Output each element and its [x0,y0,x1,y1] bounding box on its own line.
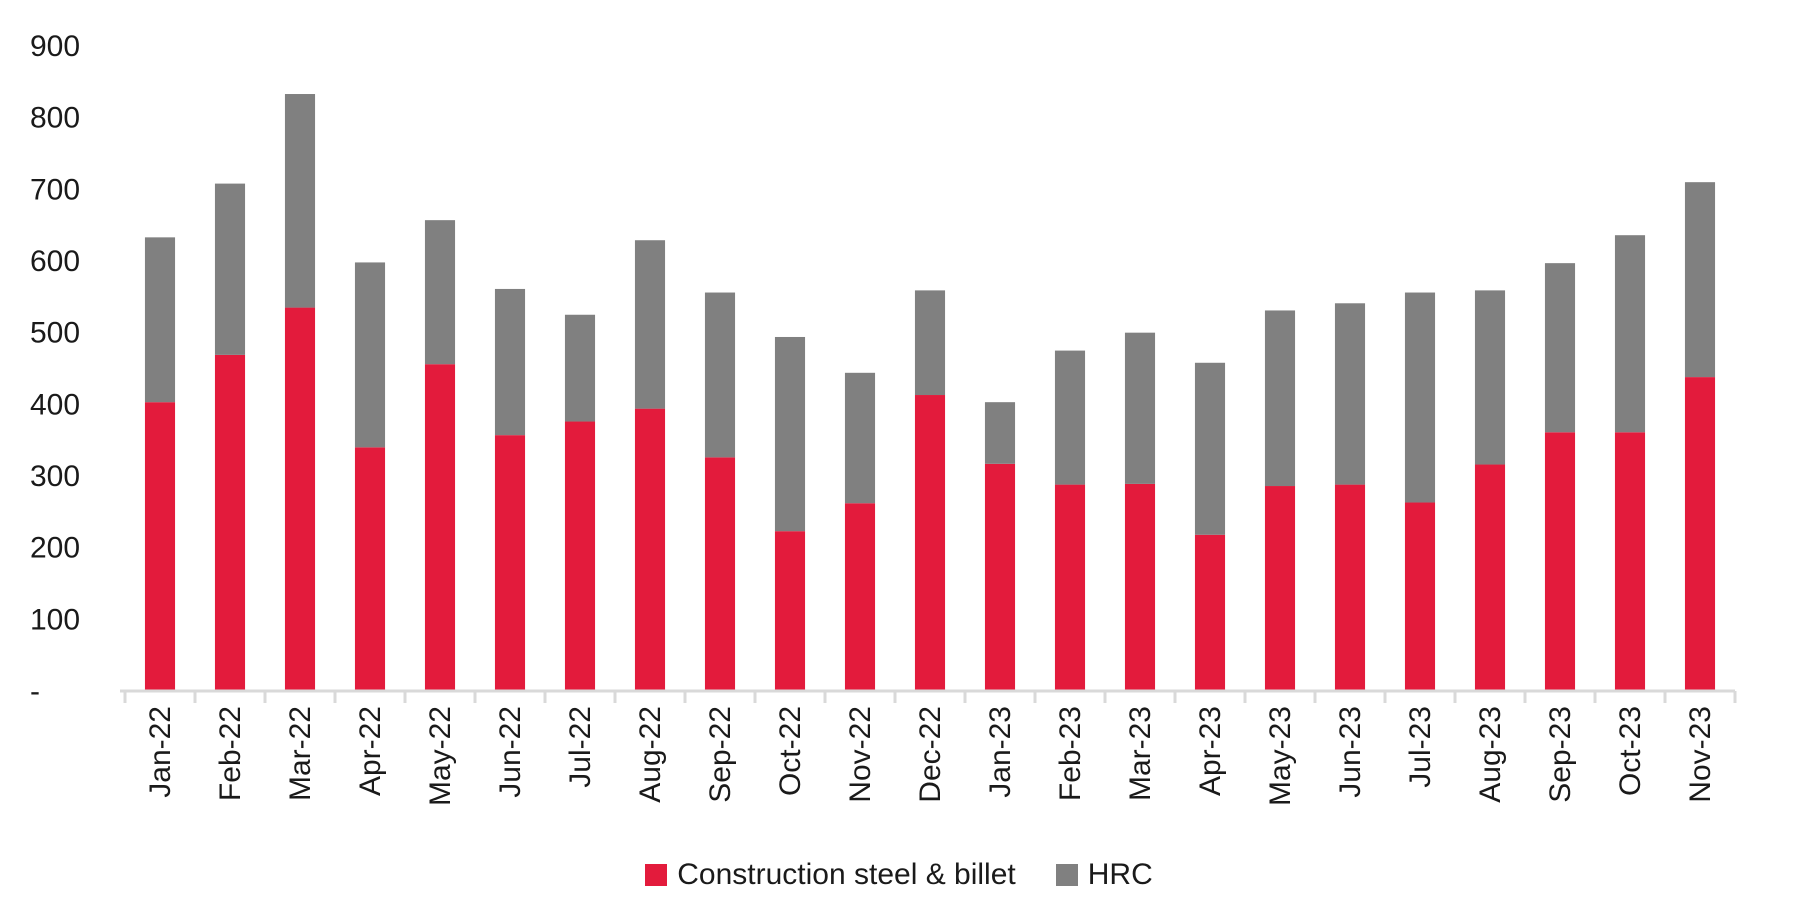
legend-label-hrc: HRC [1087,858,1153,891]
bar-hrc-may-22 [424,220,456,365]
x-tick-label: Nov-22 [844,706,877,803]
bar-hrc-jan-23 [984,402,1016,464]
bar-hrc-apr-23 [1194,362,1226,535]
x-tick-label: Apr-23 [1194,706,1227,796]
bar-construction-steel-billet-mar-22 [284,307,316,691]
bar-construction-steel-billet-may-23 [1264,486,1296,691]
bar-hrc-aug-23 [1474,290,1506,465]
bar-hrc-sep-22 [704,292,736,458]
bar-hrc-feb-22 [214,183,246,355]
bar-hrc-jul-22 [564,314,596,422]
y-tick-label: 700 [30,173,80,206]
legend-swatch-construction [645,864,668,886]
x-tick-label: Sep-22 [704,706,737,803]
bar-construction-steel-billet-oct-22 [774,531,806,691]
bar-hrc-aug-22 [634,240,666,409]
y-tick-label: 300 [30,460,80,493]
y-tick-label: 800 [30,102,80,135]
x-tick-label: Mar-22 [284,706,317,801]
x-tick-label: Jul-23 [1404,706,1437,788]
bar-construction-steel-billet-jan-22 [144,402,176,691]
x-tick-label: Sep-23 [1544,706,1577,803]
bar-hrc-dec-22 [914,290,946,396]
x-tick-label: Oct-22 [774,706,807,796]
y-tick-label: 600 [30,245,80,278]
legend-item-hrc: HRC [1055,858,1153,892]
bar-hrc-jul-23 [1404,292,1436,503]
x-tick-label: Apr-22 [354,706,387,796]
bar-construction-steel-billet-apr-22 [354,447,386,691]
legend-swatch-hrc [1055,864,1078,886]
x-tick-label: Mar-23 [1124,706,1157,801]
x-tick-label: May-23 [1264,706,1297,806]
bar-construction-steel-billet-dec-22 [914,395,946,691]
x-tick-label: Dec-22 [914,706,947,803]
x-tick-label: Jul-22 [564,706,597,788]
bar-construction-steel-billet-mar-23 [1124,483,1156,691]
bar-construction-steel-billet-may-22 [424,364,456,691]
x-tick-label: Oct-23 [1614,706,1647,796]
bar-hrc-nov-23 [1684,182,1716,378]
x-tick-label: Aug-22 [634,706,667,803]
x-tick-label: Jan-23 [984,706,1017,798]
bar-construction-steel-billet-jul-22 [564,421,596,691]
bar-construction-steel-billet-aug-22 [634,408,666,691]
x-tick-label: Feb-23 [1054,706,1087,801]
bar-hrc-nov-22 [844,372,876,504]
y-tick-label: - [30,675,40,708]
x-axis-labels: Jan-22 Feb-22 Mar-22 Apr-22 May-22 Jun-22 Jul-… [144,706,1717,806]
x-tick-label: Jun-23 [1334,706,1367,798]
bar-hrc-jun-23 [1334,303,1366,485]
y-axis: - 100 200 300 400 500 600 700 800 900 [30,30,80,708]
y-tick-label: 500 [30,317,80,350]
bar-construction-steel-billet-apr-23 [1194,534,1226,691]
legend-item-construction: Construction steel & billet [645,858,1016,892]
bar-construction-steel-billet-nov-22 [844,503,876,691]
bar-area [144,94,1716,691]
x-tick-label: Nov-23 [1684,706,1717,803]
bar-hrc-apr-22 [354,262,386,448]
bar-construction-steel-billet-aug-23 [1474,464,1506,691]
bar-construction-steel-billet-nov-23 [1684,377,1716,691]
x-tick-label: Jan-22 [144,706,177,798]
x-axis-ticks [123,691,1737,703]
bar-hrc-may-23 [1264,310,1296,487]
x-tick-label: Jun-22 [494,706,527,798]
bar-construction-steel-billet-jun-22 [494,435,526,691]
bar-construction-steel-billet-feb-22 [214,354,246,691]
bar-hrc-sep-23 [1544,263,1576,433]
y-tick-label: 200 [30,532,80,565]
y-tick-label: 400 [30,388,80,421]
bar-hrc-oct-23 [1614,235,1646,433]
bar-construction-steel-billet-oct-23 [1614,432,1646,691]
bar-hrc-mar-23 [1124,332,1156,484]
x-tick-label: Aug-23 [1474,706,1507,803]
x-tick-label: Feb-22 [214,706,247,801]
bar-hrc-oct-22 [774,336,806,532]
bar-hrc-mar-22 [284,94,316,308]
legend: Construction steel & billet HRC [0,858,1798,892]
bar-construction-steel-billet-sep-23 [1544,432,1576,691]
x-tick-label: May-22 [424,706,457,806]
bar-construction-steel-billet-jun-23 [1334,484,1366,691]
bar-construction-steel-billet-feb-23 [1054,484,1086,691]
bar-construction-steel-billet-sep-22 [704,457,736,691]
legend-label-construction: Construction steel & billet [677,858,1016,891]
y-tick-label: 900 [30,30,80,63]
bar-hrc-jan-22 [144,237,176,403]
bar-construction-steel-billet-jul-23 [1404,502,1436,691]
bar-hrc-feb-23 [1054,350,1086,485]
y-tick-label: 100 [30,603,80,636]
bar-construction-steel-billet-jan-23 [984,463,1016,691]
bar-hrc-jun-22 [494,288,526,436]
